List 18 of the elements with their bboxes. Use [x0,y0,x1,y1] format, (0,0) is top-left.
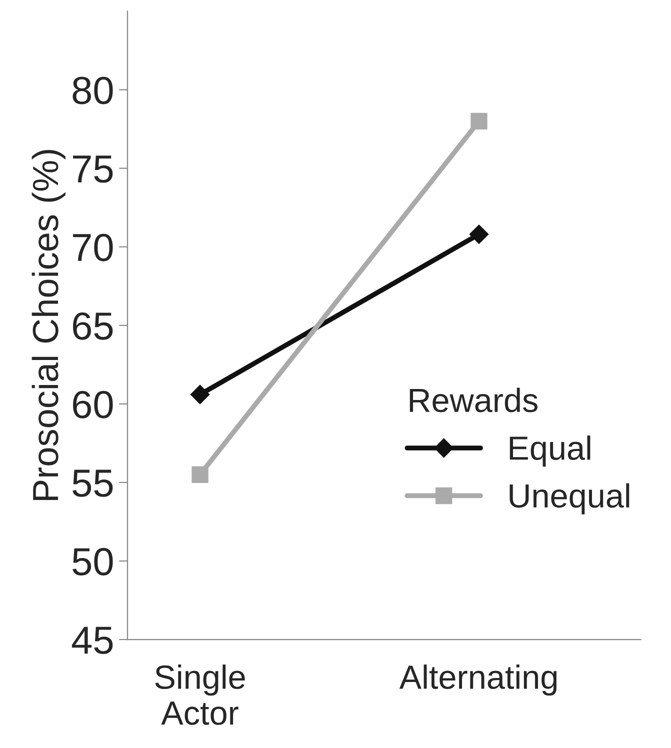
y-tick-label: 75 [73,156,113,183]
point [190,384,210,404]
y-tick-label: 70 [73,234,113,262]
y-tick-label: 60 [73,390,113,418]
legend-title: Rewards [410,388,538,412]
y-axis-title: Prosocial Choices (%) [32,150,66,500]
legend-label: Unequal [510,483,630,514]
point [470,112,488,130]
point [192,466,208,483]
y-tick-label: 65 [73,312,113,340]
y-tick-label: 55 [72,470,113,497]
point [469,224,489,244]
x-tick-label: Single Actor [155,664,245,725]
y-tick-label: 80 [72,76,113,104]
legend-label: Equal [510,436,590,467]
y-tick-label: 45 [72,626,113,654]
x-tick-label: Alternating [399,664,557,696]
y-tick-label: 50 [72,548,113,576]
